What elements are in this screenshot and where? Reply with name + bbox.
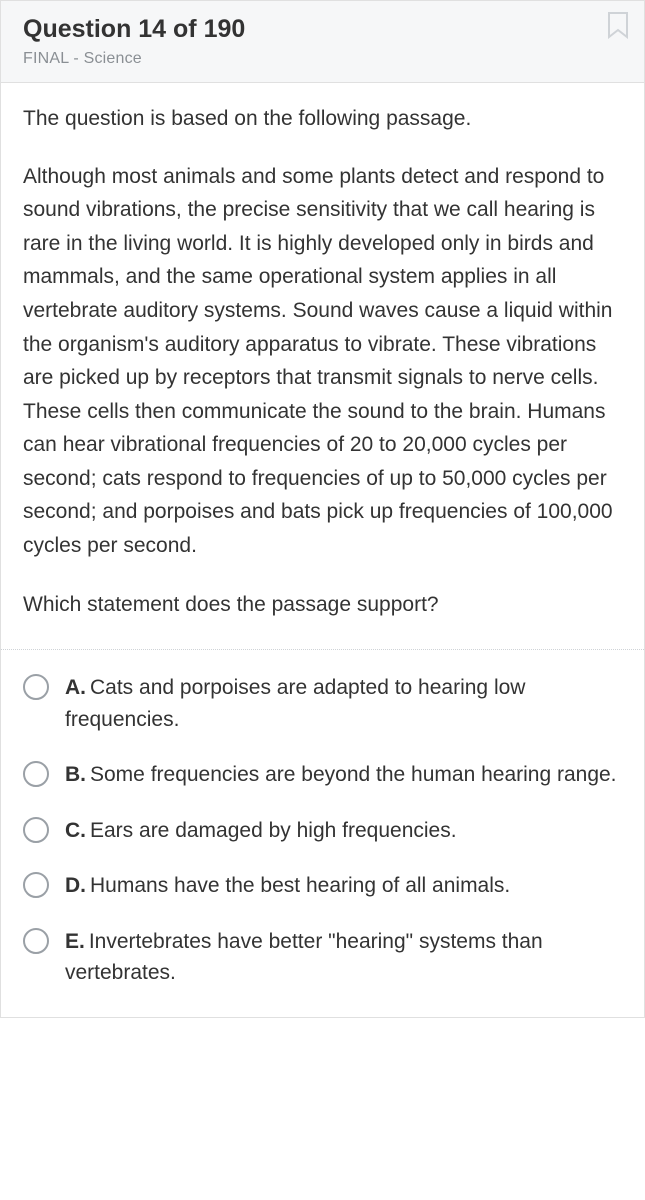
question-number-title: Question 14 of 190 (23, 15, 622, 44)
question-prompt: Which statement does the passage support… (23, 589, 622, 622)
choice-body: Invertebrates have better "hearing" syst… (65, 930, 543, 985)
choice-text: C.Ears are damaged by high frequencies. (65, 815, 457, 847)
choice-letter: E. (65, 930, 85, 953)
choice-d[interactable]: D.Humans have the best hearing of all an… (23, 870, 622, 902)
exam-section-label: FINAL - Science (23, 50, 622, 68)
radio-icon (23, 872, 49, 898)
question-card: Question 14 of 190 FINAL - Science The q… (0, 0, 645, 1018)
choice-body: Some frequencies are beyond the human he… (90, 763, 617, 786)
choice-letter: C. (65, 819, 86, 842)
question-header: Question 14 of 190 FINAL - Science (1, 1, 644, 83)
answer-choices: A.Cats and porpoises are adapted to hear… (1, 650, 644, 1017)
choice-letter: B. (65, 763, 86, 786)
choice-c[interactable]: C.Ears are damaged by high frequencies. (23, 815, 622, 847)
question-body: The question is based on the following p… (1, 83, 644, 633)
choice-text: D.Humans have the best hearing of all an… (65, 870, 510, 902)
choice-letter: D. (65, 874, 86, 897)
radio-icon (23, 817, 49, 843)
choice-text: E.Invertebrates have better "hearing" sy… (65, 926, 622, 989)
passage-text: Although most animals and some plants de… (23, 160, 622, 563)
bookmark-icon (606, 11, 630, 39)
radio-icon (23, 761, 49, 787)
bookmark-button[interactable] (606, 11, 630, 39)
choice-letter: A. (65, 676, 86, 699)
choice-text: A.Cats and porpoises are adapted to hear… (65, 672, 622, 735)
radio-icon (23, 928, 49, 954)
choice-a[interactable]: A.Cats and porpoises are adapted to hear… (23, 672, 622, 735)
choice-e[interactable]: E.Invertebrates have better "hearing" sy… (23, 926, 622, 989)
choice-b[interactable]: B.Some frequencies are beyond the human … (23, 759, 622, 791)
choice-body: Ears are damaged by high frequencies. (90, 819, 457, 842)
radio-icon (23, 674, 49, 700)
choice-text: B.Some frequencies are beyond the human … (65, 759, 617, 791)
choice-body: Humans have the best hearing of all anim… (90, 874, 510, 897)
choice-body: Cats and porpoises are adapted to hearin… (65, 676, 525, 731)
passage-intro: The question is based on the following p… (23, 103, 622, 136)
